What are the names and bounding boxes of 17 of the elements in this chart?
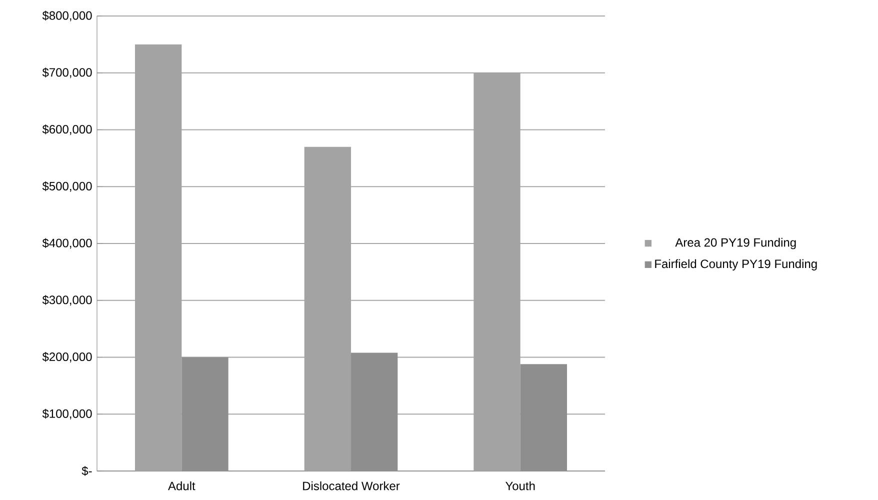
- y-tick-label: $400,000: [42, 238, 92, 249]
- y-tick-label: $600,000: [42, 124, 92, 135]
- legend-label: Fairfield County PY19 Funding: [655, 259, 817, 270]
- y-tick-label: $-: [82, 466, 92, 476]
- y-tick-label: $700,000: [42, 68, 92, 78]
- bar: [351, 352, 398, 471]
- legend-label: Area 20 PY19 Funding: [675, 238, 796, 250]
- x-tick-label: Dislocated Worker: [303, 481, 400, 490]
- y-tick-label: $500,000: [42, 181, 92, 192]
- bar: [520, 364, 568, 471]
- y-tick-label: $200,000: [42, 352, 92, 362]
- y-tick-label: $100,000: [42, 408, 92, 420]
- y-tick-label: $300,000: [42, 295, 92, 306]
- x-tick-label: Adult: [168, 481, 196, 490]
- x-tick-label: Youth: [505, 481, 535, 490]
- y-tick-label: $800,000: [42, 10, 92, 22]
- bar: [182, 357, 228, 471]
